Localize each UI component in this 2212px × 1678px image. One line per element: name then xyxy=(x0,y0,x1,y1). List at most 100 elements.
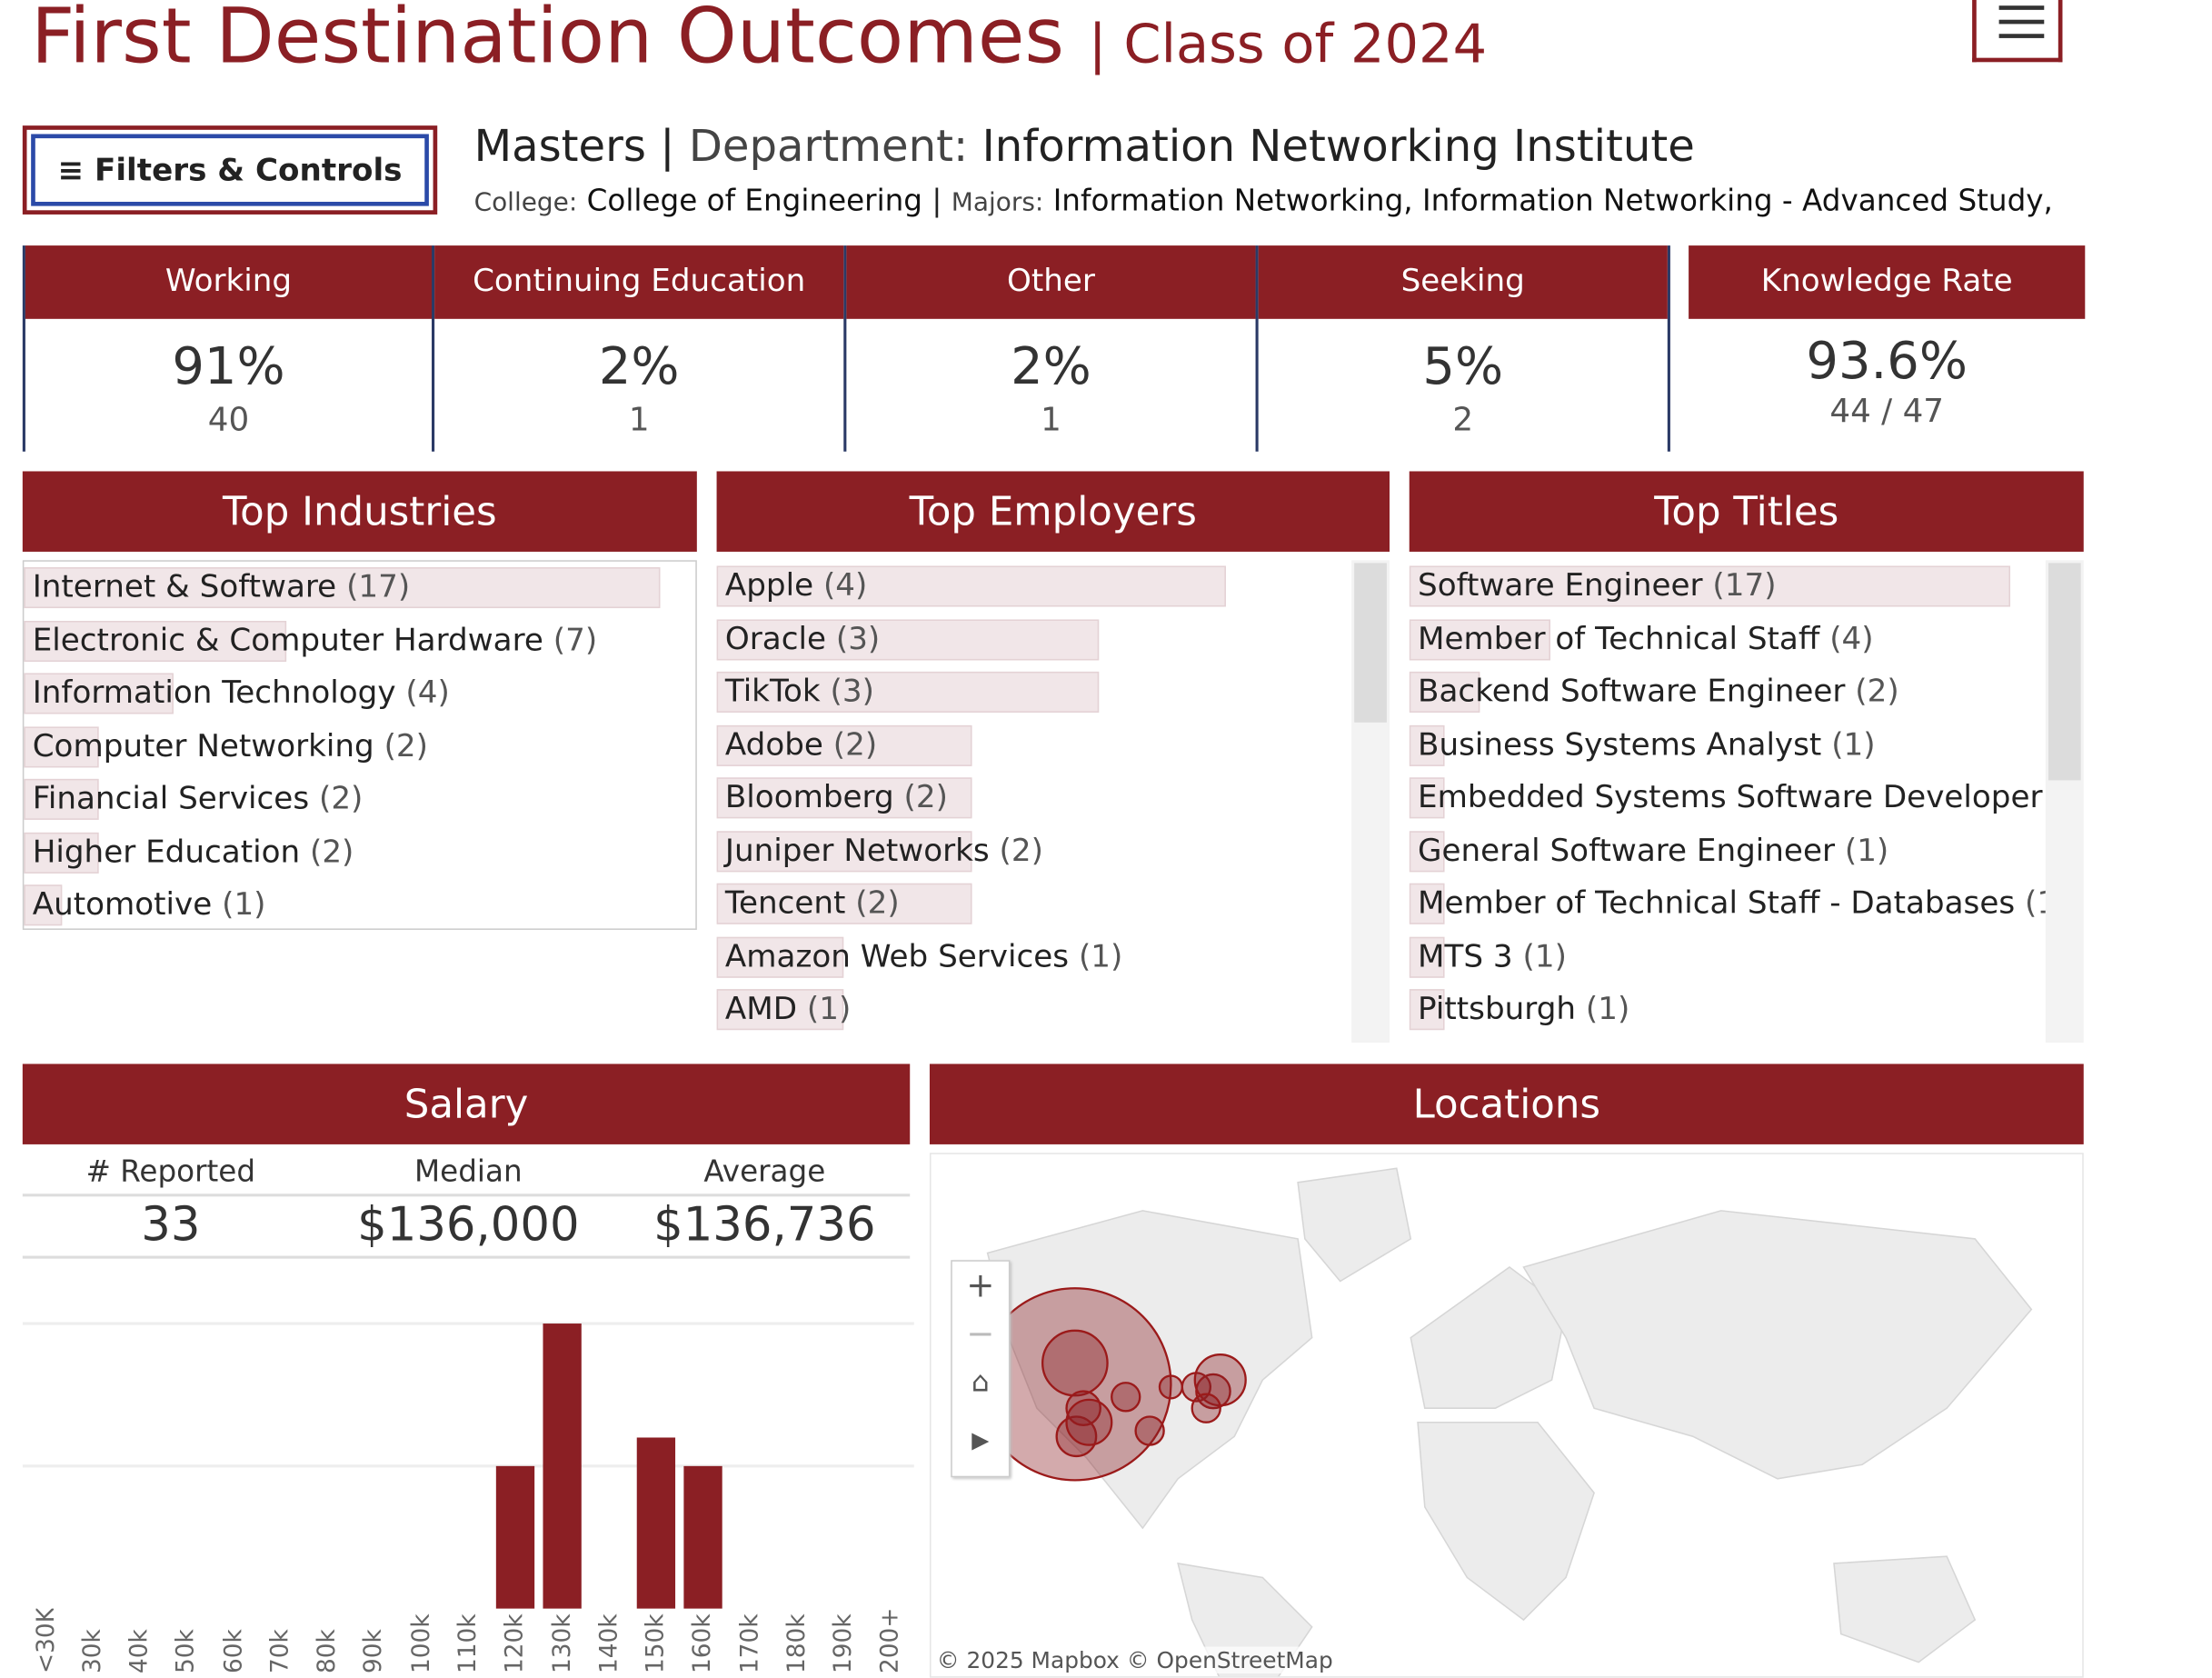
item-count: (1) xyxy=(222,887,266,924)
count-bar xyxy=(24,884,62,926)
degree: Masters xyxy=(473,121,647,173)
zoom-in-icon[interactable]: + xyxy=(966,1265,995,1305)
item-count: (1) xyxy=(1831,727,1876,764)
reported-label: # Reported xyxy=(85,1154,256,1189)
europe xyxy=(1410,1266,1567,1409)
reported-value: 33 xyxy=(141,1196,201,1252)
top-employers-header: Top Employers xyxy=(716,471,1390,552)
list-item[interactable]: Member of Technical Staff (4) xyxy=(1409,618,1874,662)
zoom-out-icon[interactable]: − xyxy=(966,1313,995,1353)
item-count: (2) xyxy=(903,780,948,816)
location-bubble[interactable] xyxy=(1065,1398,1113,1446)
list-item[interactable]: Oracle (3) xyxy=(716,618,1099,662)
item-count: (2) xyxy=(318,781,364,817)
location-bubble[interactable] xyxy=(1134,1415,1165,1446)
list-item[interactable]: General Software Engineer (1) xyxy=(1409,830,1888,874)
scrollbar-thumb[interactable] xyxy=(1354,563,1387,723)
list-item[interactable]: Software Engineer (17) xyxy=(1409,565,2011,608)
item-count: (17) xyxy=(346,570,411,605)
item-name: Business Systems Analyst xyxy=(1418,727,1822,764)
employers-scrollbar[interactable] xyxy=(1351,560,1390,1044)
salary-header: Salary xyxy=(22,1064,911,1144)
college: College of Engineering xyxy=(586,183,923,218)
x-tick-label: 180k xyxy=(782,1613,812,1674)
location-bubble[interactable] xyxy=(1158,1374,1183,1400)
kpi-continuing-education: Continuing Education 2% 1 xyxy=(434,245,847,452)
kpi-label: Working xyxy=(25,245,433,319)
home-icon[interactable]: ⌂ xyxy=(971,1364,990,1399)
location-bubble[interactable] xyxy=(1191,1393,1221,1423)
item-name: Juniper Networks xyxy=(724,833,990,869)
hamburger-icon[interactable] xyxy=(1972,0,2063,63)
location-bubble[interactable] xyxy=(1041,1329,1109,1397)
location-bubble[interactable] xyxy=(1111,1382,1141,1413)
item-name: Internet & Software xyxy=(32,570,337,605)
item-name: Apple xyxy=(724,568,814,604)
world-map[interactable] xyxy=(932,1154,2084,1678)
list-item[interactable]: Adobe (2) xyxy=(716,724,971,767)
play-icon[interactable]: ▶ xyxy=(971,1426,990,1453)
list-item[interactable]: MTS 3 (1) xyxy=(1409,935,1567,979)
list-item[interactable]: Embedded Systems Software Developer (1) xyxy=(1409,777,2046,820)
list-item[interactable]: TikTok (3) xyxy=(716,671,1099,714)
top-titles-header: Top Titles xyxy=(1409,471,2084,552)
kpi-percent: 91% xyxy=(172,338,285,397)
list-item[interactable]: Amazon Web Services (1) xyxy=(716,935,1123,979)
count-bar xyxy=(716,777,971,819)
list-item[interactable]: Information Technology (4) xyxy=(24,673,450,715)
bar-150k[interactable] xyxy=(636,1437,676,1609)
majors-label: Majors: xyxy=(951,187,1044,218)
count-bar xyxy=(24,725,99,767)
filters-controls-button[interactable]: ≡ Filters & Controls xyxy=(22,125,438,215)
item-name: Oracle xyxy=(724,621,827,657)
item-count: (4) xyxy=(822,568,868,604)
item-name: Member of Technical Staff xyxy=(1418,621,1820,657)
list-item[interactable]: Member of Technical Staff - Databases (1… xyxy=(1409,883,2046,926)
greenland xyxy=(1297,1167,1412,1283)
bar-120k[interactable] xyxy=(495,1465,535,1609)
item-name: MTS 3 xyxy=(1418,939,1513,974)
asia xyxy=(1522,1210,2033,1480)
list-item[interactable]: Pittsburgh (1) xyxy=(1409,989,1629,1032)
bar-130k[interactable] xyxy=(543,1323,582,1609)
employers-list: Apple (4) Oracle (3) TikTok (3) Adobe (2) Bl… xyxy=(716,560,1352,1043)
count-bar xyxy=(1409,989,1445,1031)
item-count: (1) xyxy=(1078,939,1123,974)
list-item[interactable]: Higher Education (2) xyxy=(24,832,354,874)
list-item[interactable]: Backend Software Engineer (2) xyxy=(1409,671,1899,714)
scrollbar-thumb[interactable] xyxy=(2048,563,2081,781)
count-bar xyxy=(1409,618,1551,660)
titles-scrollbar[interactable] xyxy=(2045,560,2084,1044)
kpi-count: 2 xyxy=(1452,402,1474,439)
list-item[interactable]: Electronic & Computer Hardware (7) xyxy=(24,620,597,663)
list-item[interactable]: Automotive (1) xyxy=(24,884,266,927)
list-item[interactable]: AMD (1) xyxy=(716,989,852,1032)
list-item[interactable]: Computer Networking (2) xyxy=(24,725,428,769)
titles-list: Software Engineer (17) Member of Technica… xyxy=(1409,560,2046,1043)
list-item[interactable]: Apple (4) xyxy=(716,565,1226,608)
locations-map[interactable]: © 2025 Mapbox © OpenStreetMap xyxy=(929,1153,2084,1678)
item-count: (3) xyxy=(835,621,881,657)
map-attribution[interactable]: © 2025 Mapbox © OpenStreetMap xyxy=(936,1646,1333,1674)
list-item[interactable]: Juniper Networks (2) xyxy=(716,830,1043,874)
item-count: (1) xyxy=(806,992,852,1028)
item-count: (1) xyxy=(2025,885,2046,922)
top-industries-header: Top Industries xyxy=(22,471,697,552)
bar-160k[interactable] xyxy=(683,1465,722,1609)
x-tick-label: 100k xyxy=(407,1613,436,1674)
list-item[interactable]: Tencent (2) xyxy=(716,883,971,926)
list-item[interactable]: Bloomberg (2) xyxy=(716,777,971,820)
list-item[interactable]: Internet & Software (17) xyxy=(24,567,661,610)
filters-label: ≡ Filters & Controls xyxy=(31,134,429,206)
list-item[interactable]: Business Systems Analyst (1) xyxy=(1409,724,1876,767)
item-name: General Software Engineer xyxy=(1418,833,1836,869)
list-item[interactable]: Financial Services (2) xyxy=(24,778,364,822)
australia xyxy=(1833,1555,1977,1663)
kpi-label: Continuing Education xyxy=(434,245,844,319)
x-axis-labels: <30K 30k 40k 50k 60k 70k 80k 90k 100k 110k 120k 130… xyxy=(23,1609,914,1678)
title-separator: | xyxy=(1088,12,1107,75)
title-text: First Destination Outcomes xyxy=(31,0,1065,81)
x-tick-label: 200+ xyxy=(876,1608,905,1674)
average-value: $136,736 xyxy=(653,1196,876,1252)
item-count: (2) xyxy=(832,727,878,764)
